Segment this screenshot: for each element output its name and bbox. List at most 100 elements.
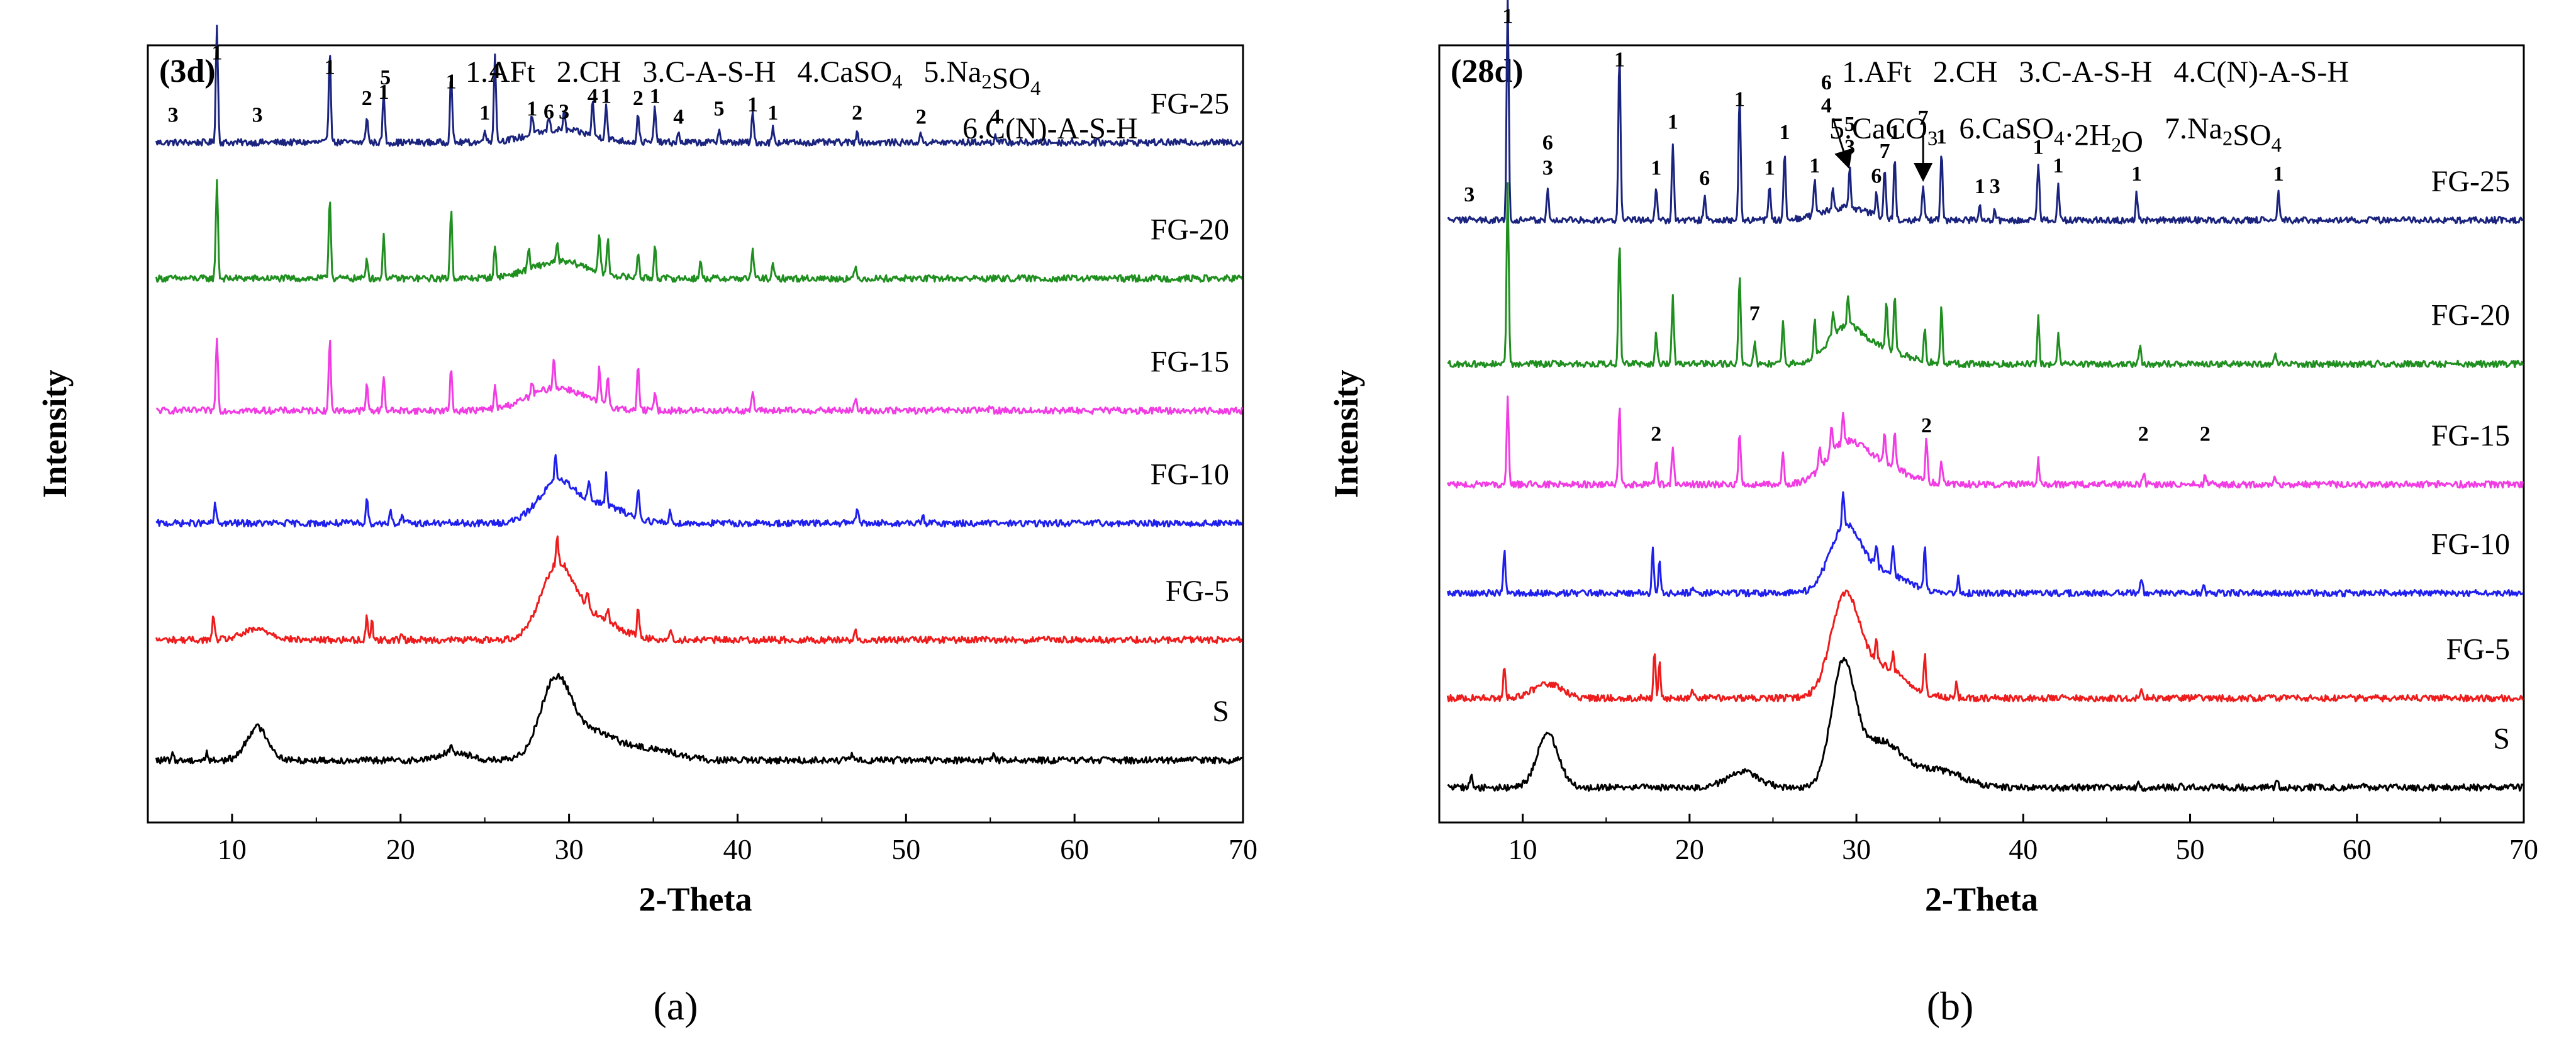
x-tick-label: 40 bbox=[723, 833, 752, 865]
series-line-fg-5 bbox=[155, 535, 1243, 644]
series-label: S bbox=[1212, 695, 1229, 728]
phase-legend-entry: 6.C(N)-A-S-H bbox=[962, 112, 1138, 145]
peak-annotation: 3 bbox=[1844, 135, 1855, 159]
phase-legend-entry: 5.Na2SO4 bbox=[923, 55, 1040, 100]
peak-annotation: 1 bbox=[1651, 156, 1661, 179]
peak-annotation: 1 bbox=[1614, 48, 1625, 72]
peak-annotation: 1 bbox=[601, 85, 611, 108]
x-tick-label: 30 bbox=[1842, 833, 1871, 865]
peak-annotation: 2 bbox=[2200, 422, 2211, 446]
peak-annotation: 1 bbox=[527, 97, 537, 120]
series-line-fg-20 bbox=[1447, 182, 2524, 369]
peak-annotation: 1 bbox=[1936, 125, 1947, 149]
series-line-s bbox=[1447, 656, 2524, 792]
series-label: FG-15 bbox=[2431, 419, 2510, 452]
series-label: FG-25 bbox=[2431, 165, 2510, 198]
peak-annotation: 1 bbox=[479, 101, 490, 125]
peak-annotation: 1 bbox=[747, 93, 758, 116]
peak-annotation: 3 bbox=[559, 100, 569, 123]
x-tick-label: 70 bbox=[2509, 833, 2538, 865]
phase-legend-entry: 4.CaSO4 bbox=[797, 55, 902, 94]
peak-annotation: 2 bbox=[1921, 414, 1932, 437]
peak-annotation: 4 bbox=[489, 60, 500, 83]
x-tick-label: 50 bbox=[891, 833, 920, 865]
series-line-fg-25 bbox=[155, 25, 1243, 147]
peak-annotation: 5 bbox=[713, 97, 724, 120]
peak-annotation: 1 bbox=[2131, 162, 2142, 186]
peak-annotation: 2 bbox=[916, 106, 927, 129]
series-label: FG-20 bbox=[1151, 213, 1229, 247]
series-line-s bbox=[155, 673, 1242, 765]
phase-legend-entry: 2.CH bbox=[557, 55, 622, 89]
caption-b: (b) bbox=[1927, 984, 1974, 1028]
series-label: FG-20 bbox=[2431, 298, 2510, 332]
peak-annotation: 6 bbox=[1699, 167, 1710, 190]
phase-legend-entry: 1.AFt bbox=[1842, 55, 1912, 89]
peak-annotation: 1 bbox=[378, 81, 389, 104]
x-tick-label: 70 bbox=[1229, 833, 1257, 865]
series-line-fg-15 bbox=[156, 337, 1243, 415]
peak-annotation: 1 bbox=[1780, 121, 1790, 144]
peak-annotation: 2 bbox=[362, 87, 372, 110]
phase-legend-entry: 1.AFt bbox=[466, 55, 535, 89]
phase-legend-entry: 3.C-A-S-H bbox=[2019, 55, 2152, 89]
series-label: FG-25 bbox=[1151, 87, 1229, 120]
peak-annotation: 2 bbox=[852, 101, 862, 125]
peak-annotation: 2 bbox=[1651, 422, 1661, 446]
panel-b-chart: 10 20 30 40 50 60 70 2-Theta Intensity (28d) 1.AFt… bbox=[1327, 0, 2538, 918]
phase-legend-entry: 6.CaSO4·2H2O bbox=[1959, 112, 2143, 159]
peak-annotation: 6 bbox=[1542, 132, 1553, 155]
phase-legend-entry: 2.CH bbox=[1933, 55, 1998, 89]
peak-annotation: 3 bbox=[252, 103, 263, 126]
series-label: S bbox=[2493, 722, 2510, 755]
series-line-fg-5 bbox=[1446, 589, 2524, 703]
peak-annotation: 1 bbox=[767, 101, 778, 125]
peak-annotation: 3 bbox=[1464, 183, 1475, 206]
y-axis-label: Intensity bbox=[1327, 369, 1365, 498]
series-line-fg-15 bbox=[1446, 395, 2524, 489]
peak-annotation: 5 bbox=[380, 66, 391, 89]
peak-annotation: 1 bbox=[1502, 4, 1513, 28]
x-tick-label: 20 bbox=[1675, 833, 1704, 865]
peak-annotation: 4 bbox=[673, 106, 684, 129]
phase-legend-entry: 5.CaCO3 bbox=[1829, 112, 1938, 150]
x-tick-label: 50 bbox=[2176, 833, 2205, 865]
x-tick-label: 20 bbox=[386, 833, 415, 865]
panel-a-chart: 10 20 30 40 50 60 70 2-Theta Intensity (3d) 1.AFt 2… bbox=[36, 25, 1257, 918]
peak-annotation: 1 bbox=[211, 41, 222, 64]
peak-annotation: 1 bbox=[325, 55, 335, 79]
peak-annotation: 1 bbox=[1975, 175, 1985, 198]
age-label: (3d) bbox=[159, 53, 216, 89]
peak-annotation: 7 bbox=[1880, 140, 1890, 163]
peak-annotation: 5 bbox=[1844, 113, 1855, 136]
plot-frame bbox=[147, 44, 1244, 824]
phase-legend-entry: 3.C-A-S-H bbox=[642, 55, 776, 89]
plot-frame bbox=[1438, 44, 2525, 824]
series-line-fg-20 bbox=[155, 179, 1243, 283]
peak-annotation: 6 bbox=[1871, 164, 1882, 188]
series-line-fg-10 bbox=[155, 454, 1243, 528]
peak-annotation: 4 bbox=[990, 106, 1001, 129]
series-label: FG-15 bbox=[1151, 345, 1229, 378]
series-line-fg-10 bbox=[1446, 491, 2524, 598]
annotation-arrow bbox=[1832, 118, 1853, 169]
phase-legend-entry: 7.Na2SO4 bbox=[2165, 112, 2282, 157]
peak-annotation: 3 bbox=[168, 103, 179, 126]
peak-annotation: 1 bbox=[1890, 121, 1900, 144]
x-tick-label: 60 bbox=[1060, 833, 1089, 865]
peak-annotation: 6 bbox=[1821, 71, 1832, 94]
peak-annotation: 4 bbox=[588, 85, 598, 108]
peak-annotation: 4 bbox=[1821, 94, 1832, 117]
peak-annotation: 1 bbox=[1765, 156, 1775, 179]
peak-annotation: 7 bbox=[1749, 302, 1760, 325]
series-label: FG-10 bbox=[2431, 528, 2510, 561]
x-tick-label: 60 bbox=[2343, 833, 2372, 865]
x-tick-label: 30 bbox=[555, 833, 584, 865]
peak-annotation: 7 bbox=[1918, 106, 1929, 130]
peak-annotation: 1 bbox=[1809, 154, 1820, 177]
series-line-fg-25 bbox=[1447, 0, 2524, 225]
peak-annotation: 1 bbox=[1734, 87, 1745, 111]
peak-annotation: 2 bbox=[633, 87, 644, 110]
peak-annotation: 1 bbox=[2033, 135, 2044, 159]
